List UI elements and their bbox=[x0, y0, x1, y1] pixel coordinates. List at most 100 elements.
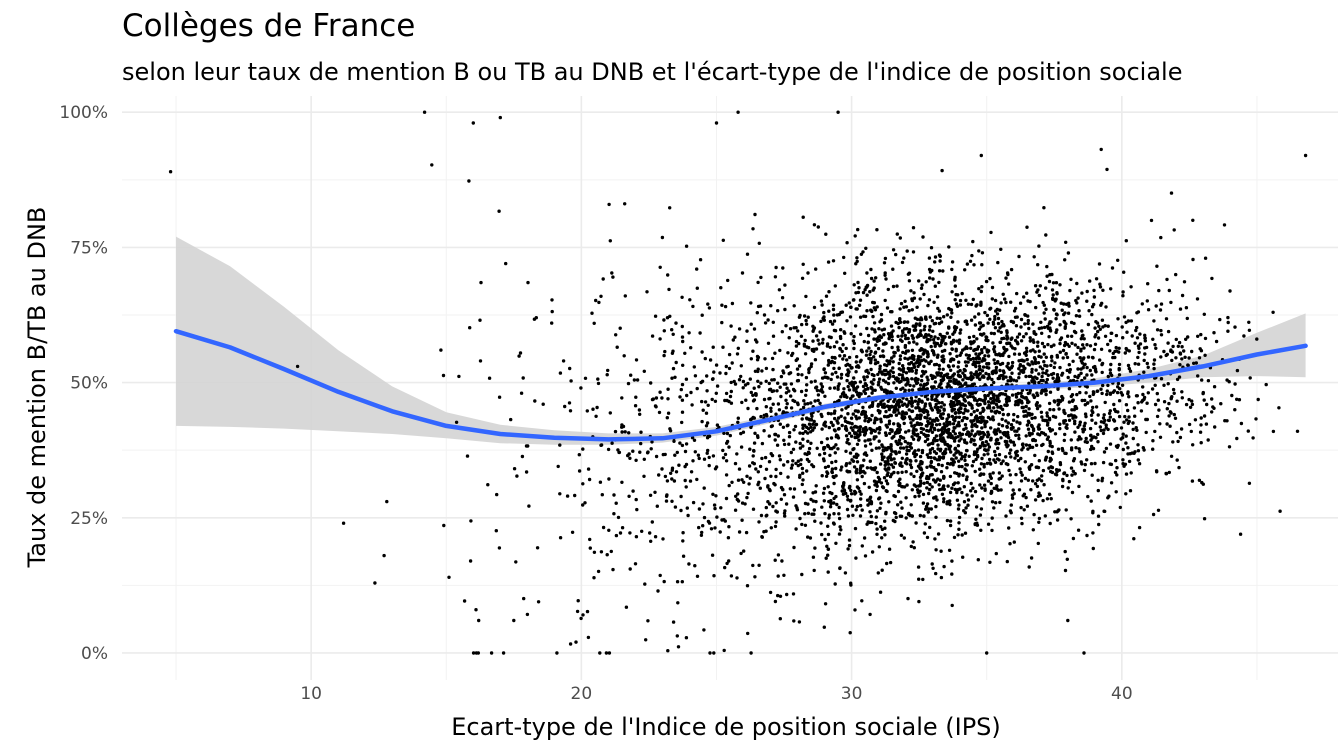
data-point bbox=[700, 419, 704, 424]
data-point bbox=[859, 392, 863, 396]
data-point bbox=[840, 489, 844, 493]
data-point bbox=[934, 504, 938, 509]
data-point bbox=[981, 435, 985, 439]
data-point bbox=[773, 483, 777, 487]
data-point bbox=[964, 426, 968, 430]
data-point bbox=[649, 539, 653, 543]
data-point bbox=[462, 599, 467, 603]
data-point bbox=[1123, 351, 1128, 355]
data-point bbox=[1091, 390, 1096, 394]
data-point bbox=[896, 503, 900, 507]
data-point bbox=[1051, 293, 1055, 297]
data-point bbox=[926, 303, 930, 308]
data-point bbox=[740, 518, 744, 522]
data-point bbox=[800, 522, 804, 527]
data-point bbox=[1048, 326, 1052, 330]
data-point bbox=[1010, 393, 1015, 397]
data-point bbox=[1085, 289, 1089, 294]
data-point bbox=[881, 354, 886, 359]
data-point bbox=[942, 422, 946, 426]
data-point bbox=[751, 454, 755, 458]
data-point bbox=[902, 402, 907, 406]
data-point bbox=[903, 299, 907, 303]
data-point bbox=[940, 463, 944, 468]
data-point bbox=[712, 370, 716, 374]
data-point bbox=[670, 499, 674, 503]
data-point bbox=[995, 484, 999, 488]
data-point bbox=[494, 529, 498, 533]
data-point bbox=[922, 364, 926, 368]
data-point bbox=[1017, 488, 1022, 492]
data-point bbox=[942, 500, 946, 504]
data-point bbox=[611, 567, 615, 572]
data-point bbox=[877, 446, 881, 450]
data-point bbox=[1134, 426, 1138, 430]
data-point bbox=[784, 406, 788, 410]
data-point bbox=[947, 445, 951, 449]
data-point bbox=[815, 388, 820, 393]
data-point bbox=[947, 384, 951, 388]
data-point bbox=[908, 444, 912, 449]
data-point bbox=[942, 357, 946, 361]
data-point bbox=[885, 306, 890, 310]
data-point bbox=[823, 420, 827, 424]
data-point bbox=[773, 524, 778, 529]
data-point bbox=[931, 441, 935, 446]
data-point bbox=[1037, 380, 1041, 385]
data-point bbox=[852, 465, 857, 469]
data-point bbox=[792, 428, 796, 432]
data-point bbox=[896, 345, 900, 349]
data-point bbox=[1032, 356, 1037, 360]
data-point bbox=[827, 513, 832, 517]
data-point bbox=[795, 401, 800, 405]
data-point bbox=[1009, 481, 1013, 485]
data-point bbox=[997, 441, 1001, 446]
data-point bbox=[826, 524, 830, 528]
data-point bbox=[1053, 361, 1057, 365]
data-point bbox=[830, 372, 834, 376]
data-point bbox=[1001, 353, 1005, 358]
data-point bbox=[478, 359, 483, 363]
data-point bbox=[845, 241, 849, 245]
data-point bbox=[558, 492, 562, 496]
data-point bbox=[847, 543, 852, 548]
data-point bbox=[871, 300, 875, 305]
data-point bbox=[937, 269, 942, 273]
data-point bbox=[898, 514, 902, 518]
data-point bbox=[1027, 407, 1031, 411]
data-point bbox=[903, 439, 907, 444]
data-point bbox=[1102, 413, 1106, 417]
data-point bbox=[776, 434, 780, 438]
data-point bbox=[969, 412, 973, 417]
data-point bbox=[986, 376, 990, 380]
data-point bbox=[890, 404, 894, 408]
data-point bbox=[836, 447, 840, 451]
data-point bbox=[727, 525, 731, 529]
data-point bbox=[907, 309, 911, 313]
data-point bbox=[814, 423, 818, 427]
data-point bbox=[690, 403, 694, 407]
data-point bbox=[938, 259, 942, 263]
data-point bbox=[941, 354, 945, 358]
data-point bbox=[1143, 339, 1148, 343]
data-point bbox=[948, 422, 952, 426]
data-point bbox=[945, 518, 950, 523]
data-point bbox=[918, 409, 922, 413]
data-point bbox=[1093, 461, 1097, 466]
data-point bbox=[1115, 426, 1119, 431]
data-point bbox=[995, 438, 1000, 442]
data-point bbox=[739, 445, 744, 449]
data-point bbox=[1038, 365, 1043, 369]
data-point bbox=[1127, 395, 1131, 399]
data-point bbox=[721, 345, 725, 349]
data-point bbox=[1002, 336, 1006, 340]
data-point bbox=[594, 298, 598, 303]
data-point bbox=[1023, 460, 1027, 464]
data-point bbox=[751, 349, 755, 353]
data-point bbox=[525, 612, 530, 617]
data-point bbox=[857, 394, 861, 399]
data-point bbox=[1049, 320, 1053, 324]
data-point bbox=[818, 330, 822, 334]
data-point bbox=[886, 405, 891, 409]
data-point bbox=[1024, 434, 1028, 438]
